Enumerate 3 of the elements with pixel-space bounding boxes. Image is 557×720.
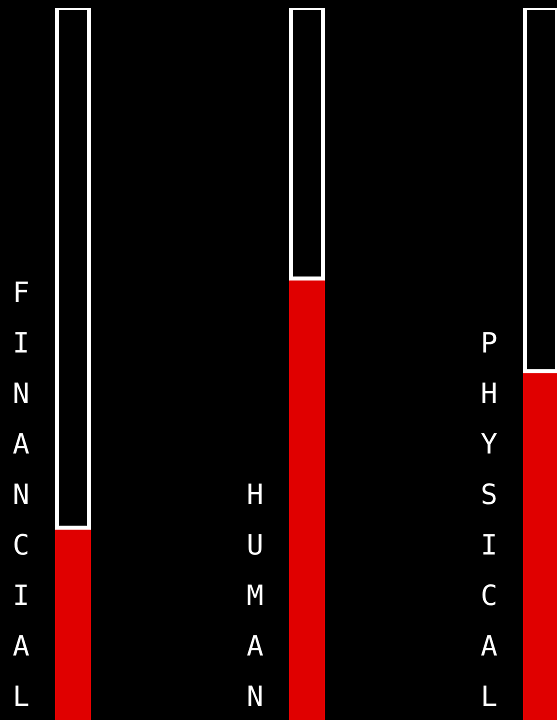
x-tick-label: HUMAN [246,478,264,713]
x-tick-label: PHYSICAL [480,326,498,713]
category-label: FINANCIAL [12,276,30,713]
